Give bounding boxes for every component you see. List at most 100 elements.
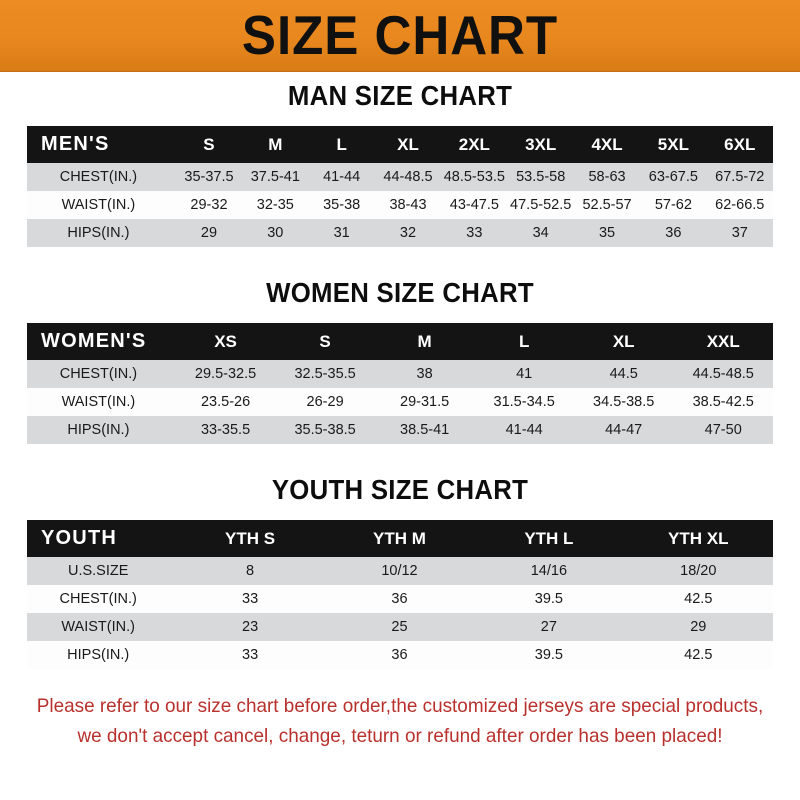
- column-header: XL: [374, 126, 442, 163]
- table-cell: 63-67.5: [640, 163, 707, 191]
- table-row: CHEST(IN.) 33 36 39.5 42.5: [27, 585, 773, 613]
- table-cell: 36: [324, 641, 475, 669]
- table-cell: 26-29: [275, 388, 375, 416]
- column-header: M: [242, 126, 309, 163]
- table-row: WAIST(IN.) 23.5-26 26-29 29-31.5 31.5-34.5 34…: [27, 388, 773, 416]
- table-corner-label: MEN'S: [27, 126, 176, 163]
- table-row: HIPS(IN.) 33 36 39.5 42.5: [27, 641, 773, 669]
- column-header: 6XL: [706, 126, 773, 163]
- table-cell: 53.5-58: [507, 163, 574, 191]
- table-cell: 44-47: [573, 416, 674, 444]
- row-label: HIPS(IN.): [27, 641, 176, 669]
- table-row: HIPS(IN.) 29 30 31 32 33 34 35 36 37: [27, 219, 773, 247]
- table-cell: 58-63: [573, 163, 641, 191]
- table-cell: 38.5-41: [374, 416, 475, 444]
- order-policy-note: Please refer to our size chart before or…: [31, 691, 768, 751]
- table-cell: 36: [324, 585, 475, 613]
- table-cell: 35.5-38.5: [275, 416, 375, 444]
- table-cell: 52.5-57: [573, 191, 641, 219]
- table-cell: 29-32: [175, 191, 243, 219]
- table-header-row: WOMEN'S XS S M L XL XXL: [27, 323, 773, 360]
- table-cell: 67.5-72: [706, 163, 773, 191]
- table-cell: 37.5-41: [242, 163, 309, 191]
- row-label: WAIST(IN.): [27, 191, 176, 219]
- table-cell: 39.5: [474, 585, 624, 613]
- row-label: CHEST(IN.): [27, 163, 176, 191]
- row-label: HIPS(IN.): [27, 416, 176, 444]
- table-cell: 29: [623, 613, 773, 641]
- size-table-women: WOMEN'S XS S M L XL XXL CHEST(IN.) 29.5-32.5 32.5…: [27, 323, 773, 444]
- table-cell: 23: [175, 613, 325, 641]
- table-cell: 25: [324, 613, 475, 641]
- order-policy-line-2: we don't accept cancel, change, teturn o…: [77, 725, 723, 748]
- table-cell: 29: [175, 219, 243, 247]
- table-row: HIPS(IN.) 33-35.5 35.5-38.5 38.5-41 41-44 44-…: [27, 416, 773, 444]
- table-cell: 33: [175, 585, 325, 613]
- table-cell: 32.5-35.5: [275, 360, 375, 388]
- table-cell: 33: [441, 219, 508, 247]
- column-header: YTH XL: [623, 520, 773, 557]
- table-cell: 38.5-42.5: [673, 388, 773, 416]
- table-cell: 35-38: [308, 191, 375, 219]
- table-cell: 34: [507, 219, 574, 247]
- table-cell: 37: [706, 219, 773, 247]
- column-header: L: [308, 126, 375, 163]
- table-cell: 14/16: [474, 557, 624, 585]
- table-cell: 43-47.5: [441, 191, 508, 219]
- section-title-women: WOMEN SIZE CHART: [266, 277, 534, 308]
- table-corner-label: WOMEN'S: [27, 323, 176, 360]
- column-header: YTH L: [474, 520, 624, 557]
- table-cell: 62-66.5: [706, 191, 773, 219]
- section-title-youth: YOUTH SIZE CHART: [271, 474, 529, 505]
- table-cell: 48.5-53.5: [441, 163, 508, 191]
- table-cell: 57-62: [640, 191, 707, 219]
- column-header: L: [474, 323, 574, 360]
- row-label: WAIST(IN.): [27, 613, 176, 641]
- table-cell: 44.5: [573, 360, 674, 388]
- column-header: YTH M: [324, 520, 475, 557]
- table-cell: 34.5-38.5: [573, 388, 674, 416]
- column-header: 3XL: [507, 126, 574, 163]
- table-corner-label: YOUTH: [27, 520, 176, 557]
- column-header: M: [374, 323, 475, 360]
- table-cell: 41: [474, 360, 574, 388]
- table-cell: 36: [640, 219, 707, 247]
- column-header: S: [175, 126, 243, 163]
- size-table-youth: YOUTH YTH S YTH M YTH L YTH XL U.S.SIZE 8 10/12…: [27, 520, 773, 669]
- table-cell: 44.5-48.5: [673, 360, 773, 388]
- column-header: YTH S: [175, 520, 325, 557]
- column-header: S: [275, 323, 375, 360]
- table-cell: 27: [474, 613, 624, 641]
- column-header: 2XL: [441, 126, 508, 163]
- table-cell: 18/20: [623, 557, 773, 585]
- table-cell: 29.5-32.5: [175, 360, 276, 388]
- size-chart-sections: MAN SIZE CHART MEN'S S M L XL 2XL 3XL 4XL 5XL 6XL C…: [0, 72, 800, 691]
- section-title-men: MAN SIZE CHART: [287, 80, 513, 111]
- table-cell: 31: [308, 219, 375, 247]
- row-label: HIPS(IN.): [27, 219, 176, 247]
- column-header: XXL: [673, 323, 773, 360]
- table-cell: 38-43: [374, 191, 442, 219]
- table-row: CHEST(IN.) 29.5-32.5 32.5-35.5 38 41 44.5 44.5…: [27, 360, 773, 388]
- table-header-row: YOUTH YTH S YTH M YTH L YTH XL: [27, 520, 773, 557]
- page-title: SIZE CHART: [241, 4, 559, 66]
- table-cell: 35: [573, 219, 641, 247]
- column-header: 5XL: [640, 126, 707, 163]
- table-cell: 38: [374, 360, 475, 388]
- order-policy-line-1: Please refer to our size chart before or…: [36, 695, 764, 717]
- row-label: WAIST(IN.): [27, 388, 176, 416]
- table-row: WAIST(IN.) 23 25 27 29: [27, 613, 773, 641]
- table-cell: 39.5: [474, 641, 624, 669]
- table-row: CHEST(IN.) 35-37.5 37.5-41 41-44 44-48.5 48.5…: [27, 163, 773, 191]
- table-cell: 32-35: [242, 191, 309, 219]
- row-label: U.S.SIZE: [27, 557, 176, 585]
- column-header: XL: [573, 323, 674, 360]
- table-cell: 44-48.5: [374, 163, 442, 191]
- table-cell: 23.5-26: [175, 388, 276, 416]
- table-cell: 47-50: [673, 416, 773, 444]
- table-cell: 47.5-52.5: [507, 191, 574, 219]
- size-chart-banner: SIZE CHART: [0, 0, 800, 72]
- table-row: U.S.SIZE 8 10/12 14/16 18/20: [27, 557, 773, 585]
- table-cell: 30: [242, 219, 309, 247]
- table-cell: 42.5: [623, 585, 773, 613]
